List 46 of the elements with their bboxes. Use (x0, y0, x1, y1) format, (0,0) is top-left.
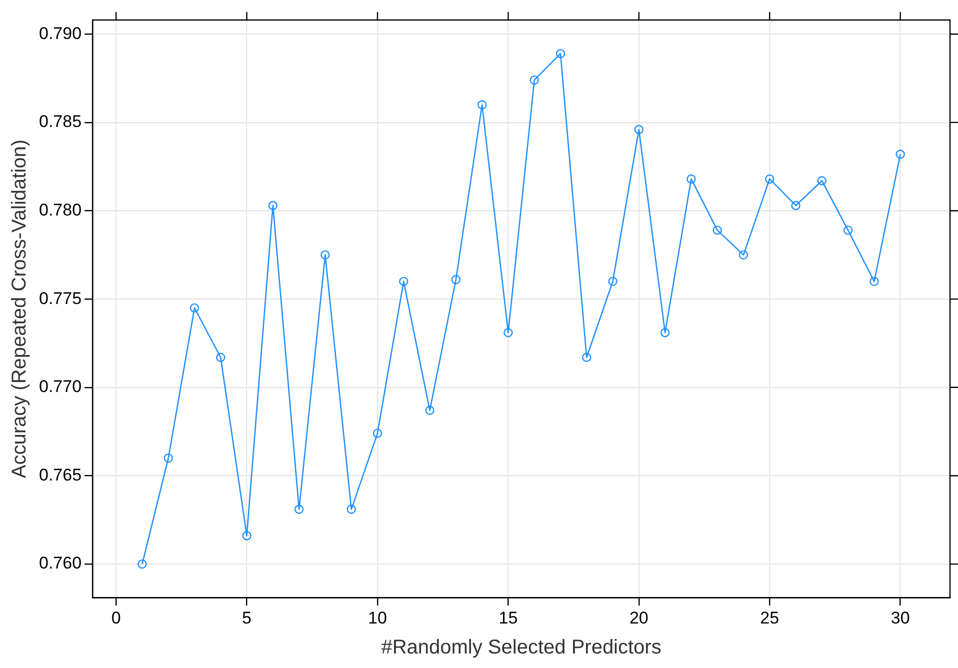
point (896, 150, 905, 159)
x-tick-label: 25 (760, 608, 780, 628)
point (660, 328, 670, 338)
point (817, 176, 827, 186)
point (530, 75, 539, 85)
x-tick-label: 0 (111, 608, 121, 628)
point (190, 303, 200, 313)
point (608, 276, 618, 286)
y-axis-title: Accuracy (Repeated Cross-Validation) (8, 139, 31, 478)
point (242, 531, 252, 540)
point (399, 276, 408, 286)
x-tick-label: 20 (629, 608, 648, 628)
x-axis-title: #Randomly Selected Predictors (381, 636, 662, 659)
point (477, 100, 487, 110)
x-tick-label: 10 (368, 608, 387, 628)
point (346, 504, 356, 514)
point (634, 124, 644, 134)
point (372, 428, 382, 438)
point (268, 200, 278, 210)
point (425, 406, 434, 415)
point (870, 276, 879, 286)
point (843, 226, 853, 235)
point (686, 174, 696, 184)
point (504, 328, 513, 338)
point (451, 275, 461, 284)
y-tick-label: 0.790 (38, 24, 82, 43)
point (765, 174, 774, 184)
y-tick-label: 0.770 (38, 377, 82, 396)
point (556, 48, 566, 58)
point (320, 250, 330, 260)
y-tick-label: 0.785 (38, 112, 82, 132)
point (738, 250, 748, 260)
y-tick-label: 0.765 (38, 465, 82, 484)
point (138, 559, 147, 569)
x-tick-label: 15 (498, 608, 518, 628)
point (712, 226, 722, 235)
point (294, 504, 304, 514)
point (216, 352, 226, 362)
y-tick-label: 0.775 (38, 288, 82, 308)
point (164, 453, 173, 463)
point (791, 200, 800, 210)
x-tick-label: 5 (242, 608, 252, 628)
point (582, 352, 592, 362)
x-tick-label: 30 (890, 608, 910, 628)
y-tick-label: 0.780 (38, 200, 82, 220)
y-tick-label: 0.760 (38, 554, 82, 573)
